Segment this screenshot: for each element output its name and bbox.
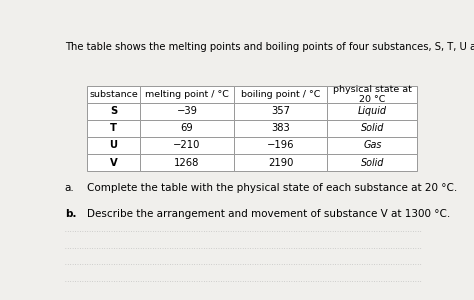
Text: 2190: 2190 bbox=[268, 158, 293, 168]
Bar bbox=[328, 86, 418, 103]
Bar bbox=[87, 154, 140, 171]
Bar bbox=[87, 120, 140, 137]
Text: Gas: Gas bbox=[363, 140, 382, 151]
Text: −210: −210 bbox=[173, 140, 201, 151]
Text: V: V bbox=[109, 158, 117, 168]
Bar bbox=[328, 154, 418, 171]
Bar bbox=[140, 120, 234, 137]
Text: Liquid: Liquid bbox=[358, 106, 387, 116]
Text: a.: a. bbox=[65, 183, 74, 193]
Text: melting point / °C: melting point / °C bbox=[145, 90, 229, 99]
Bar bbox=[234, 86, 328, 103]
Text: −196: −196 bbox=[267, 140, 294, 151]
Bar bbox=[87, 137, 140, 154]
Text: boiling point / °C: boiling point / °C bbox=[241, 90, 320, 99]
Bar bbox=[234, 154, 328, 171]
Bar bbox=[328, 103, 418, 120]
Text: b.: b. bbox=[65, 209, 76, 219]
Bar bbox=[140, 86, 234, 103]
Text: physical state at
20 °C: physical state at 20 °C bbox=[333, 85, 412, 104]
Text: substance: substance bbox=[89, 90, 138, 99]
Text: 357: 357 bbox=[271, 106, 290, 116]
Bar bbox=[140, 103, 234, 120]
Bar bbox=[140, 154, 234, 171]
Text: Solid: Solid bbox=[361, 123, 384, 134]
Text: −39: −39 bbox=[176, 106, 197, 116]
Text: 69: 69 bbox=[181, 123, 193, 134]
Bar bbox=[87, 103, 140, 120]
Text: 383: 383 bbox=[271, 123, 290, 134]
Bar bbox=[328, 137, 418, 154]
Bar bbox=[234, 120, 328, 137]
Bar bbox=[87, 86, 140, 103]
Text: 1268: 1268 bbox=[174, 158, 200, 168]
Bar bbox=[234, 137, 328, 154]
Bar bbox=[234, 103, 328, 120]
Text: Describe the arrangement and movement of substance V at 1300 °C.: Describe the arrangement and movement of… bbox=[87, 209, 450, 219]
Bar bbox=[140, 137, 234, 154]
Text: Solid: Solid bbox=[361, 158, 384, 168]
Text: The table shows the melting points and boiling points of four substances, S, T, : The table shows the melting points and b… bbox=[65, 42, 474, 52]
Text: Complete the table with the physical state of each substance at 20 °C.: Complete the table with the physical sta… bbox=[87, 183, 457, 193]
Text: S: S bbox=[110, 106, 117, 116]
Text: U: U bbox=[109, 140, 118, 151]
Text: T: T bbox=[110, 123, 117, 134]
Bar bbox=[328, 120, 418, 137]
